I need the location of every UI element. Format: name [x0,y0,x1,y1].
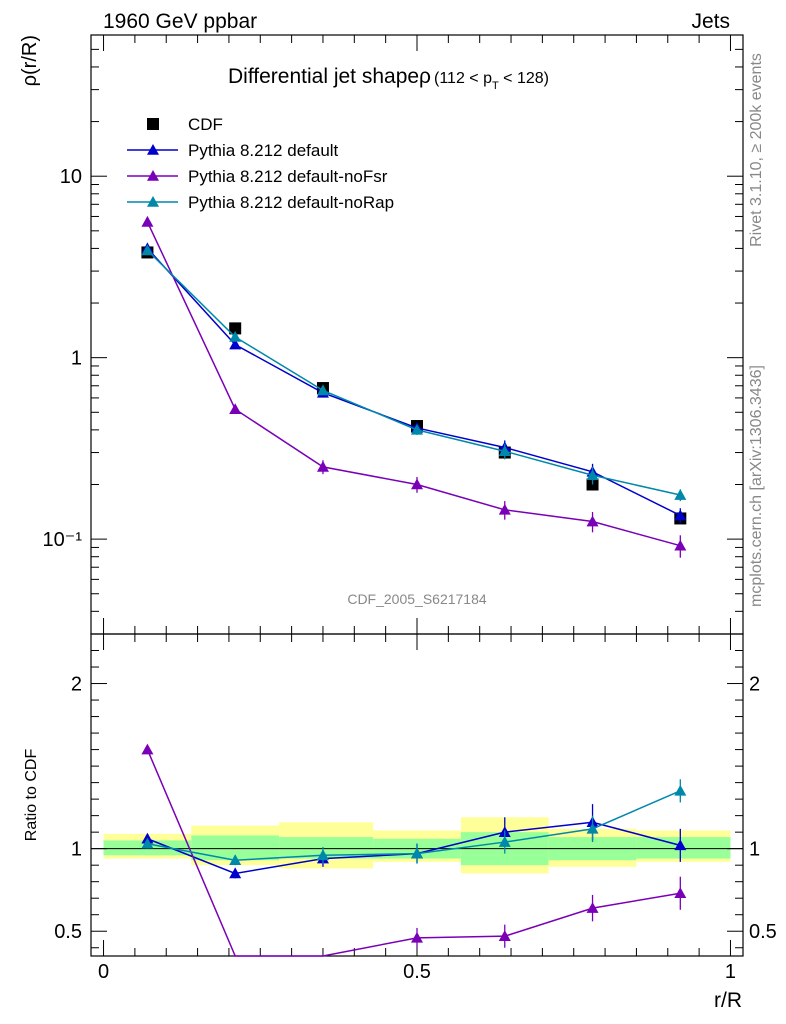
legend-label: Pythia 8.212 default-noFsr [188,167,388,186]
legend-marker-triangle [147,170,159,181]
ratio-y-axis-label: Ratio to CDF [23,749,40,842]
series-line [146,221,681,547]
series-point [586,515,599,527]
legend-marker-triangle [147,144,159,155]
ratio-data-layer [141,743,687,957]
main-y-tick-label: 10⁻¹ [43,529,83,551]
series-point [229,403,242,414]
series-line [146,249,681,496]
main-data-layer [141,215,687,558]
ratio-point [141,743,154,755]
legend: CDF Pythia 8.212 default Pythia 8.212 defa… [127,115,394,212]
series-point [141,244,154,256]
ratio-point [316,849,329,861]
ratio-point [141,837,154,849]
series-point [141,215,154,227]
main-axis-ticks [91,34,743,635]
legend-entry-pythia-8-212-default: Pythia 8.212 default [127,141,339,160]
x-tick-labels: 0 0.5 1 [98,961,736,983]
analysis-watermark: CDF_2005_S6217184 [347,591,487,607]
x-tick-label: 1 [725,961,736,983]
plot-title: Differential jet shapeρ (112 < pT < 128) [228,65,549,92]
legend-marker-square [147,118,159,130]
ratio-series-pythia-8-212-default-nofsr [141,743,687,957]
ratio-y-tick-labels: 0.5 0.5 1 1 2 2 [54,674,777,944]
main-series-pythia-8-212-default-nofsr [141,215,687,558]
side-label-rivet: Rivet 3.1.10, ≥ 200k events [748,53,765,247]
ratio-plot-frame [90,633,744,957]
main-series-pythia-8-212-default-norap [141,244,687,502]
series-point [411,478,423,490]
ratio-y-tick-label-right: 1 [749,839,760,861]
ratio-point [229,854,242,866]
series-point [316,460,329,472]
ratio-y-tick-label-left: 2 [71,674,82,696]
series-point [229,338,242,350]
main-y-tick-labels: 10⁻¹ 1 10 [43,166,83,551]
series-point [674,489,687,500]
legend-marker-triangle [147,196,159,207]
ratio-point [498,836,511,847]
x-axis-label: r/R [714,989,742,1012]
ratio-point [586,902,599,913]
ratio-point [498,930,511,941]
legend-label: CDF [188,115,223,134]
series-point [411,423,423,435]
series-point [674,509,687,521]
ratio-point [411,847,423,859]
header-right: Jets [691,10,730,33]
legend-label: Pythia 8.212 default-noRap [188,193,394,212]
ratio-point [411,931,423,943]
ratio-y-tick-label-right: 2 [749,674,760,696]
series-point [498,445,511,457]
legend-entry-pythia-8-212-default-nofsr: Pythia 8.212 default-noFsr [127,167,388,186]
ratio-point [674,839,687,851]
main-y-axis-label: ρ(r/R) [19,35,41,86]
main-y-tick-label: 1 [71,348,82,370]
series-point [229,330,242,342]
side-label-mcplots: mcplots.cern.ch [arXiv:1306.3436] [748,365,765,607]
ratio-y-tick-label-left: 0.5 [54,921,82,943]
legend-entry-cdf: CDF [147,115,223,134]
ratio-point [674,887,687,899]
ratio-point [229,867,242,879]
header-left: 1960 GeV ppbar [103,10,257,33]
series-line [146,247,681,517]
ratio-axis-ticks [91,634,743,956]
x-tick-label: 0 [98,961,109,983]
ratio-point [674,784,687,796]
series-point [674,539,687,551]
cdf-point [229,322,242,335]
legend-label: Pythia 8.212 default [188,141,339,160]
series-point [586,469,599,481]
ratio-series-pythia-8-212-default-norap [141,779,687,866]
main-series-cdf [141,246,687,525]
ratio-y-tick-label-right: 0.5 [749,921,777,943]
legend-entry-pythia-8-212-default-norap: Pythia 8.212 default-noRap [127,193,394,212]
main-y-tick-label: 10 [60,166,82,188]
series-point [316,384,329,396]
ratio-y-tick-label-left: 1 [71,839,82,861]
ratio-band-inner [279,837,374,859]
x-tick-label: 0.5 [403,961,431,983]
series-point [498,503,511,515]
ratio-point [586,822,599,834]
